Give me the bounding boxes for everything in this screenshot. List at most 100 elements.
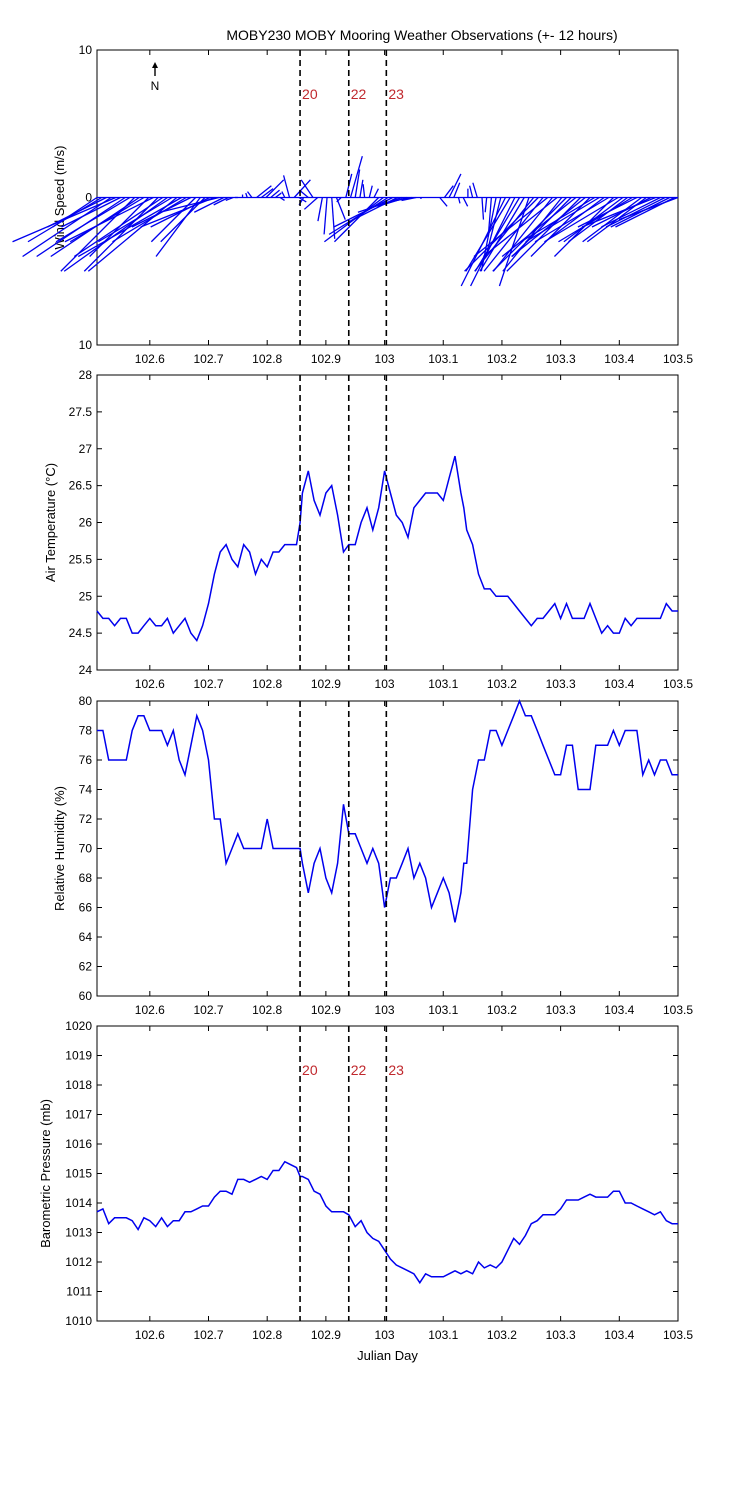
x-tick-label: 103.1 (428, 352, 458, 366)
x-tick-label: 103.3 (546, 1328, 576, 1342)
wind-stick (270, 189, 280, 198)
x-tick-label: 103.3 (546, 1003, 576, 1017)
x-tick-label: 103.2 (487, 677, 517, 691)
wind-stick (73, 196, 164, 258)
y-tick-label: 25.5 (69, 552, 93, 566)
wind-stick (260, 188, 274, 199)
wind-stick (22, 196, 112, 258)
x-tick-label: 102.6 (135, 677, 165, 691)
data-line (97, 698, 678, 923)
y-tick-label: 72 (79, 812, 93, 826)
x-tick-label: 102.7 (193, 1003, 223, 1017)
x-tick-label: 103.5 (663, 677, 693, 691)
wind-stick (193, 196, 225, 213)
wind-stick (511, 196, 586, 258)
y-tick-label: 27 (79, 442, 93, 456)
wind-stick (506, 197, 582, 272)
wind-stick (362, 184, 366, 198)
x-tick-label: 103.2 (487, 352, 517, 366)
y-tick-label: 78 (79, 724, 93, 738)
wind-stick (323, 197, 328, 235)
wind-stick (328, 196, 389, 235)
y-tick-label: 68 (79, 871, 93, 885)
chart-panels: 102.6 102.7 102.8 102.9 103 103.1 103.2 103.3 10… (12, 43, 693, 1363)
chart-panel-2: 102.6 102.7 102.8 102.9 103 103.1 103.2 103.3 10… (43, 368, 693, 691)
x-tick-label: 103.2 (487, 1003, 517, 1017)
x-tick-label: 102.7 (193, 352, 223, 366)
x-tick-label: 102.9 (311, 1003, 341, 1017)
marker-label: 20 (302, 1062, 318, 1078)
wind-stick (333, 197, 380, 243)
wind-stick (281, 191, 286, 198)
wind-stick (64, 196, 154, 243)
wind-stick (591, 196, 652, 228)
x-tick-label: 103.1 (428, 677, 458, 691)
wind-stick (462, 197, 469, 207)
wind-stick (577, 196, 638, 228)
wind-stick (140, 196, 215, 228)
x-tick-label: 103.3 (546, 352, 576, 366)
wind-stick (69, 196, 145, 243)
y-tick-label: 10 (79, 338, 93, 352)
marker-label: 23 (388, 1062, 404, 1078)
wind-stick (511, 197, 572, 257)
wind-stick (448, 173, 462, 198)
wind-stick (265, 179, 285, 198)
y-axis-label: Wind Speed (m/s) (52, 145, 67, 249)
y-tick-label: 1017 (65, 1108, 92, 1122)
x-tick-label: 103.1 (428, 1328, 458, 1342)
wind-stick (474, 197, 521, 272)
y-tick-label: 24.5 (69, 626, 93, 640)
wind-stick (544, 196, 605, 243)
x-axis-label: Julian Day (357, 1348, 418, 1363)
y-tick-label: 70 (79, 842, 93, 856)
wind-stick (601, 196, 661, 228)
wind-stick (282, 175, 291, 198)
wind-stick (359, 179, 364, 198)
wind-stick (98, 196, 173, 243)
wind-stick (582, 196, 643, 243)
x-tick-label: 102.9 (311, 1328, 341, 1342)
wind-stick (481, 197, 485, 220)
wind-stick (303, 197, 319, 210)
wind-stick (354, 169, 361, 198)
y-tick-label: 25 (79, 589, 93, 603)
wind-stick (401, 196, 417, 202)
wind-stick (474, 197, 535, 272)
wind-stick (501, 196, 577, 258)
y-tick-label: 80 (79, 694, 93, 708)
north-label: N (151, 79, 160, 93)
x-tick-label: 103 (375, 352, 395, 366)
wind-stick (159, 196, 220, 213)
y-tick-label: 1014 (65, 1196, 92, 1210)
x-tick-label: 103.5 (663, 1328, 693, 1342)
y-tick-label: 26 (79, 516, 93, 530)
wind-stick (275, 192, 282, 199)
wind-stick (225, 196, 234, 202)
wind-stick (457, 197, 461, 204)
marker-label: 22 (351, 86, 367, 102)
wind-stick (336, 197, 342, 203)
x-tick-label: 102.7 (193, 1328, 223, 1342)
x-tick-label: 103.4 (604, 677, 634, 691)
x-tick-label: 103.4 (604, 1003, 634, 1017)
x-tick-label: 103.1 (428, 1003, 458, 1017)
data-line (96, 1160, 678, 1285)
wind-stick (83, 197, 159, 272)
chart-panel-3: 102.6 102.7 102.8 102.9 103 103.1 103.2 103.3 10… (52, 694, 693, 1017)
wind-stick (279, 196, 285, 201)
wind-stick (293, 179, 311, 198)
wind-stick (12, 196, 117, 243)
y-axis-label: Barometric Pressure (mb) (38, 1099, 53, 1248)
wind-stick (487, 197, 493, 235)
x-tick-label: 102.9 (311, 352, 341, 366)
y-tick-label: 1010 (65, 1314, 92, 1328)
y-tick-label: 26.5 (69, 479, 93, 493)
wind-stick (155, 197, 201, 257)
y-tick-label: 60 (79, 989, 93, 1003)
y-tick-label: 74 (79, 783, 93, 797)
wind-stick (87, 197, 178, 272)
wind-stick (333, 196, 394, 228)
wind-stick (568, 196, 628, 243)
